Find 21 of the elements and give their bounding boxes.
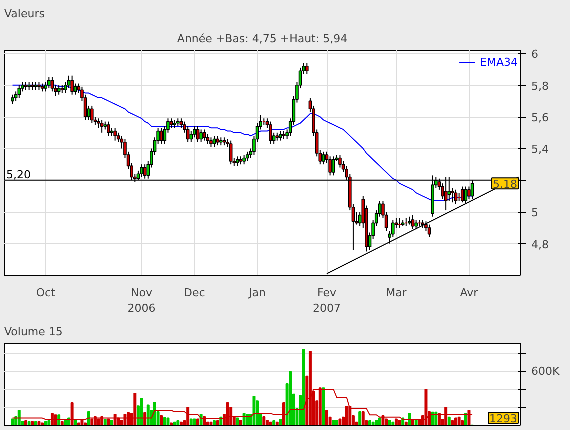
x-tick-label: Nov 2006 [128, 286, 156, 316]
x-tick-label: Jan [248, 286, 266, 300]
x-tick-label: Fev 2007 [313, 286, 342, 316]
y-tick-label: 4,8 [532, 238, 549, 252]
x-tick-label: Dec [184, 286, 206, 300]
y-tick-label: 5,6 [532, 112, 549, 125]
x-tick-label: Oct [36, 286, 56, 300]
y-tick-label: 5,8 [532, 80, 549, 93]
y-tick-label: 5 [532, 206, 538, 220]
annotation: 1293 [490, 412, 518, 426]
legend-label: EMA34 [480, 56, 518, 68]
chart-subtitle: Année +Bas: 4,75 +Haut: 5,94 [177, 32, 348, 46]
chart-title: Volume 15 [4, 326, 63, 338]
y-tick-label: 600K [532, 364, 560, 378]
y-tick-label: 5,4 [532, 143, 549, 156]
ref-line-label: 5,20 [6, 168, 31, 182]
y-tick-label: 6 [532, 48, 538, 62]
x-tick-label: Mar [386, 286, 408, 300]
chart-title: Valeurs [4, 8, 46, 20]
x-tick-label: Avr [460, 286, 479, 300]
annotation: 5,18 [493, 178, 518, 192]
